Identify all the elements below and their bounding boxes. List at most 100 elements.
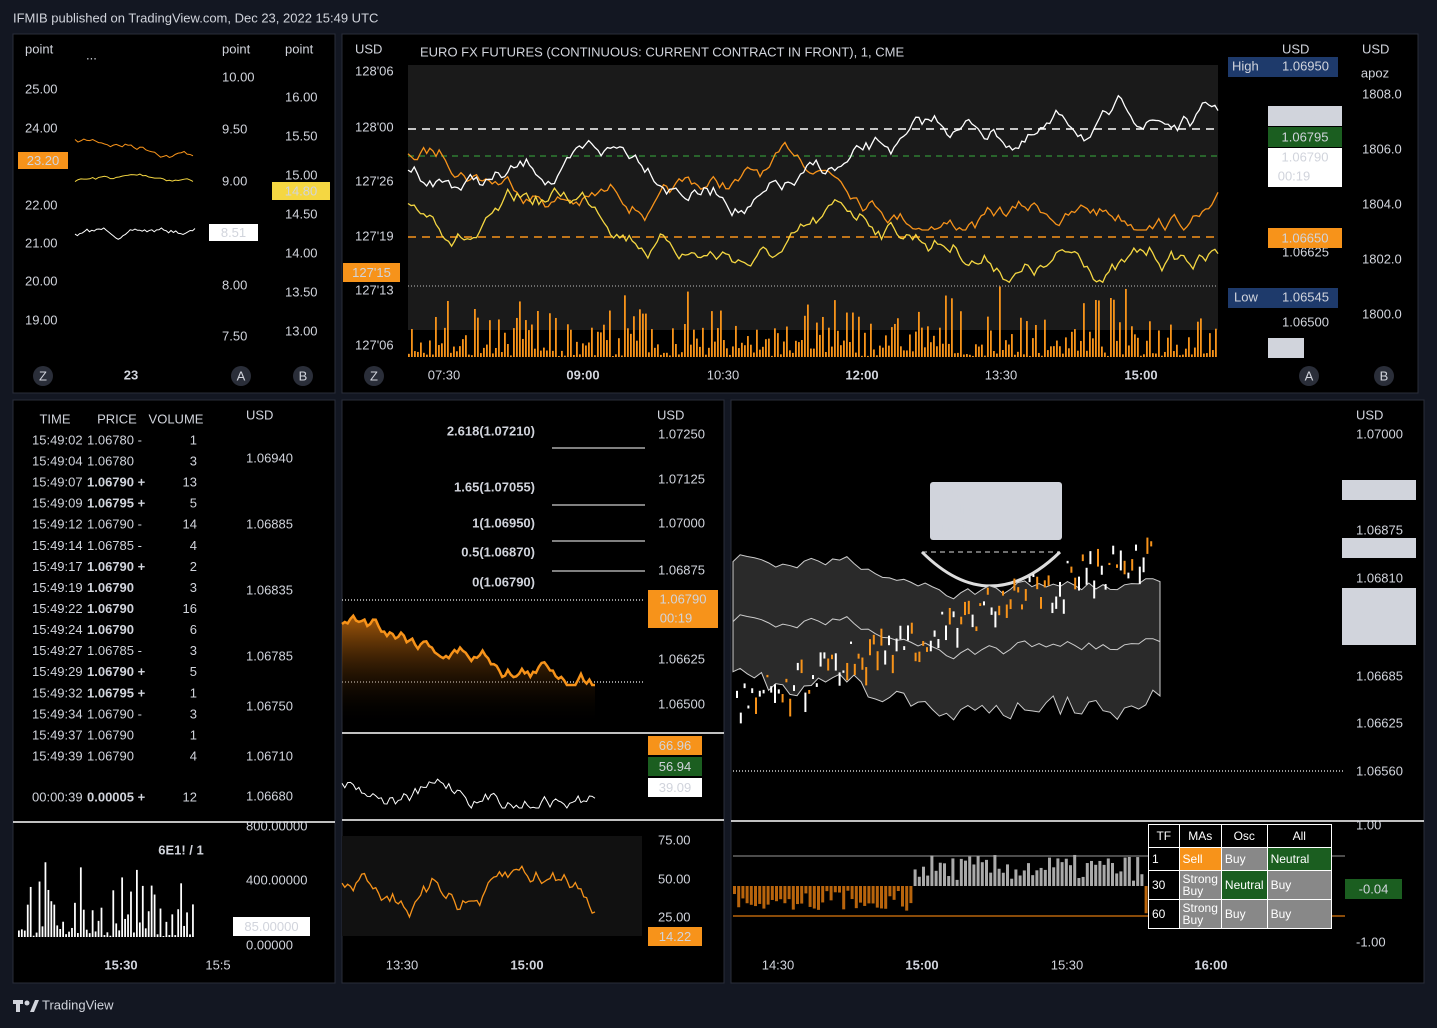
column-header: VOLUME xyxy=(149,411,204,426)
osc-bar xyxy=(1136,857,1140,886)
candle xyxy=(907,625,909,641)
volume-bar xyxy=(624,295,626,357)
osc-bar xyxy=(1098,860,1102,886)
volume-bar xyxy=(975,344,977,357)
volume-bar xyxy=(693,329,695,357)
symbol: 6E1! / 1 xyxy=(158,842,204,857)
volume-bar xyxy=(819,334,821,357)
volume-bar xyxy=(966,354,968,357)
tick-label: 1800.0 xyxy=(1362,306,1402,321)
trade-time: 15:49:19 xyxy=(32,580,83,595)
volume-bar xyxy=(612,355,614,357)
trade-volume: 4 xyxy=(190,538,197,553)
volume-bar xyxy=(672,328,674,357)
tick-label: 9.00 xyxy=(222,173,247,188)
candle xyxy=(888,635,890,646)
osc-bar xyxy=(779,886,783,900)
price-badge xyxy=(1342,538,1416,558)
volume-bar xyxy=(630,333,632,357)
brand: TradingView xyxy=(42,997,114,1012)
volume-bar xyxy=(1095,299,1097,357)
volume-bar xyxy=(420,342,422,357)
volume-bar xyxy=(786,326,788,357)
volume-bar xyxy=(492,353,494,357)
price-line xyxy=(341,778,596,809)
axis-unit: point xyxy=(25,41,54,56)
volume-bar xyxy=(633,316,635,357)
volume-bar xyxy=(1116,340,1118,357)
table-row: 1 Sell Buy Neutral xyxy=(1148,847,1333,871)
trade-price: 1.06790 - xyxy=(87,706,142,721)
x-tick-label: 14:30 xyxy=(762,957,795,972)
osc-bar xyxy=(745,886,749,904)
trade-time: 15:49:04 xyxy=(32,454,83,469)
candle xyxy=(1070,566,1073,573)
volume-bar xyxy=(1110,298,1112,357)
volume-bar xyxy=(1203,353,1205,357)
osc-bar xyxy=(1106,858,1110,886)
badge-label: apoz xyxy=(1361,65,1389,80)
osc-bar xyxy=(817,886,820,910)
axis-unit: USD xyxy=(246,407,273,422)
trade-volume: 1 xyxy=(190,727,197,742)
volume-bar xyxy=(534,348,536,357)
volume-bar xyxy=(783,341,785,357)
candle xyxy=(736,690,738,698)
volume-bar xyxy=(1011,334,1013,357)
osc-bar xyxy=(1111,863,1114,886)
candle xyxy=(884,650,887,665)
x-tick-label: 15:00 xyxy=(1124,367,1157,382)
osc-bar xyxy=(959,858,963,886)
badge-label: 14.22 xyxy=(659,929,692,944)
volume-bar xyxy=(1101,346,1103,357)
volume-bar xyxy=(53,904,56,937)
scale-button xyxy=(231,366,251,386)
price-badge xyxy=(648,757,702,776)
table-cell: Neutral xyxy=(1220,870,1268,900)
volume-bar xyxy=(690,344,692,357)
candle xyxy=(1013,578,1016,591)
volume-bar xyxy=(26,904,29,937)
volume-bar xyxy=(121,877,124,937)
candle xyxy=(1074,577,1077,590)
volume-bar xyxy=(459,346,461,357)
volume-bar xyxy=(852,312,854,357)
candle xyxy=(918,651,921,663)
candle xyxy=(971,614,974,628)
volume-bar xyxy=(1041,355,1043,357)
volume-bar xyxy=(879,345,881,357)
volume-bar xyxy=(408,353,410,357)
candle xyxy=(796,662,799,671)
candle xyxy=(789,698,792,717)
osc-bar xyxy=(1035,870,1039,886)
trade-volume: 2 xyxy=(190,559,197,574)
osc-bar xyxy=(762,886,766,909)
candle xyxy=(1119,550,1122,571)
volume-bar xyxy=(780,354,782,357)
volume-bar xyxy=(606,340,608,357)
candle xyxy=(1085,567,1088,585)
button-label: Z xyxy=(39,368,47,383)
tick-label: 1808.0 xyxy=(1362,86,1402,101)
volume-bar xyxy=(1191,354,1193,357)
volume-bar xyxy=(996,353,998,357)
volume-bar xyxy=(909,334,911,357)
volume-bar xyxy=(555,317,557,357)
volume-bar xyxy=(813,348,815,357)
volume-bar xyxy=(936,346,938,357)
volume-bar xyxy=(579,354,581,357)
low-badge xyxy=(1228,288,1338,308)
volume-bar xyxy=(687,291,689,357)
osc-bar xyxy=(812,886,816,909)
table-cell: Sell xyxy=(1178,847,1222,871)
volume-bar xyxy=(1170,324,1172,357)
volume-bar xyxy=(112,890,115,937)
volume-bar xyxy=(726,348,728,357)
volume-bar xyxy=(804,315,806,357)
header-title: IFMIB published on TradingView.com, Dec … xyxy=(13,10,378,25)
volume-bar xyxy=(870,323,872,357)
volume-bar xyxy=(942,343,944,357)
fib-label: 2.618(1.07210) xyxy=(447,423,535,438)
candle xyxy=(1017,587,1020,593)
volume-bar xyxy=(124,918,126,937)
